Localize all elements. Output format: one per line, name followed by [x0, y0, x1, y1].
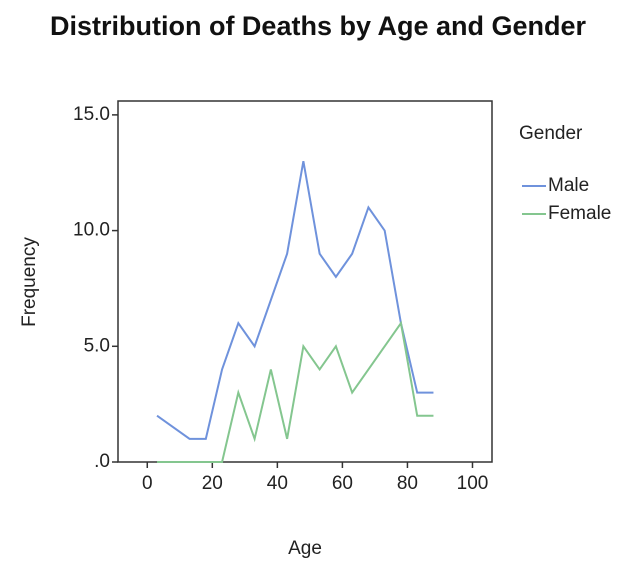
- legend-label: Female: [548, 203, 611, 224]
- legend-label: Male: [548, 175, 589, 196]
- x-tick-label: 40: [267, 473, 288, 494]
- line-series: [156, 160, 434, 440]
- y-tick-label: 15.0: [73, 104, 110, 125]
- x-tick-label: 80: [397, 473, 418, 494]
- y-tick-label: 10.0: [73, 220, 110, 241]
- y-tick-label: 5.0: [84, 335, 110, 356]
- x-tick-label: 20: [202, 473, 223, 494]
- legend-title: Gender: [519, 123, 583, 144]
- plot-frame: [117, 100, 493, 463]
- x-tick-label: 0: [142, 473, 153, 494]
- x-tick-label: 100: [457, 473, 489, 494]
- line-series: [157, 320, 434, 463]
- title-box: Distribution of Deaths by Age and Gender: [0, 11, 636, 41]
- x-tick-label: 60: [332, 473, 353, 494]
- x-axis-label: Age: [288, 538, 322, 559]
- chart-title: Distribution of Deaths by Age and Gender: [49, 11, 587, 41]
- y-axis-label: Frequency: [19, 237, 40, 327]
- y-tick-label: .0: [94, 451, 110, 472]
